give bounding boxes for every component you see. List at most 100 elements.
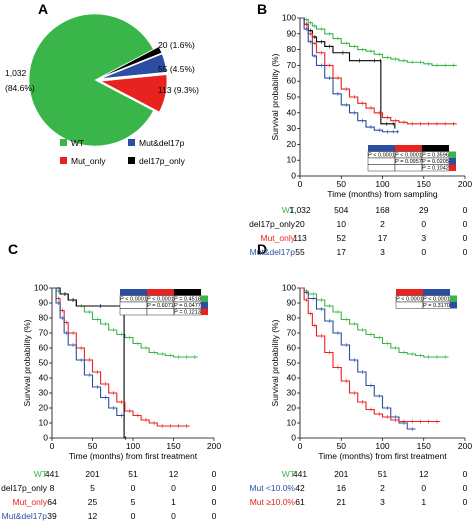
legend-label-mut-only: Mut_only <box>71 156 106 166</box>
legend-swatch-del17p-only <box>128 157 135 164</box>
y-tick-label: 10 <box>287 155 297 165</box>
risk-value-wt: 504 <box>334 205 348 215</box>
y-tick-label: 20 <box>287 139 297 149</box>
km-curve-del17p-only <box>52 287 127 439</box>
pmatrix-value: P = 0.1042 <box>422 166 449 172</box>
y-tick-label: 40 <box>39 373 49 383</box>
risk-value-mut-ge10-0: 3 <box>380 497 385 507</box>
risk-row-label-mut-lt10-0: Mut <10.0% <box>249 483 295 493</box>
x-tick-label: 200 <box>458 179 472 189</box>
pmatrix-side-wt <box>449 151 456 158</box>
risk-row-label-mut-only: Mut_only <box>13 497 48 507</box>
risk-value-mut-and-del17p: 0 <box>131 511 136 521</box>
x-tick-label: 100 <box>375 179 389 189</box>
legend-swatch-mut-and-del17p <box>128 139 135 146</box>
km-curve-mut-ge10-0 <box>300 287 441 423</box>
pmatrix-value: P = 0.6071 <box>147 303 174 309</box>
x-axis-title: Time (months) from first treatment <box>318 451 447 461</box>
risk-value-mut-and-del17p: 0 <box>421 247 426 257</box>
risk-value-mut-ge10-0: 61 <box>295 497 305 507</box>
risk-value-del17p-only: 8 <box>50 483 55 493</box>
pmatrix-value: P = 0.0477 <box>174 303 201 309</box>
pmatrix-value: P = 0.4518 <box>174 297 201 303</box>
risk-value-del17p-only: 0 <box>171 483 176 493</box>
legend-swatch-mut-only <box>60 157 67 164</box>
x-tick-label: 200 <box>207 441 221 451</box>
risk-row-label-mut-and-del17p: Mut&del17p <box>2 511 48 521</box>
risk-row-label-wt: WT <box>34 469 47 479</box>
legend-swatch-wt <box>60 139 67 146</box>
risk-value-wt: 1,032 <box>289 205 311 215</box>
risk-value-del17p-only: 10 <box>337 219 347 229</box>
pie-slice-mut-only <box>99 74 168 113</box>
y-axis-title: Survival probability (%) <box>270 53 280 140</box>
pmatrix-cell <box>367 157 396 165</box>
pmatrix-value: P = 0.1213 <box>174 310 201 316</box>
y-tick-label: 100 <box>34 283 48 293</box>
km-curve-wt <box>300 17 457 66</box>
y-tick-label: 10 <box>287 418 297 428</box>
y-tick-label: 90 <box>39 298 49 308</box>
risk-value-mut-lt10-0: 2 <box>380 483 385 493</box>
pmatrix-value: P = 0.3596 <box>422 153 449 159</box>
pmatrix-value: P = 0.0957 <box>395 159 422 165</box>
risk-value-mut-only: 3 <box>421 233 426 243</box>
risk-value-wt: 0 <box>212 469 217 479</box>
risk-value-wt: 51 <box>128 469 138 479</box>
risk-value-mut-lt10-0: 0 <box>421 483 426 493</box>
risk-value-wt: 12 <box>169 469 179 479</box>
km-curve-del17p-only <box>300 17 396 129</box>
pmatrix-side-mut-only <box>201 308 208 315</box>
risk-value-mut-only: 113 <box>293 233 307 243</box>
risk-value-mut-and-del17p: 0 <box>212 511 217 521</box>
pmatrix-side-wt <box>201 295 208 302</box>
pmatrix-side-wt <box>450 295 457 302</box>
pmatrix-side-mut-only <box>449 164 456 171</box>
y-tick-label: 30 <box>39 388 49 398</box>
y-tick-label: 50 <box>287 358 297 368</box>
risk-value-mut-only: 0 <box>463 233 468 243</box>
pmatrix-side-mut-and-del17p <box>449 158 456 165</box>
panel-letter-d: D <box>257 241 267 257</box>
pmatrix-cell <box>146 308 175 316</box>
pmatrix-header-mut-and-del17p <box>368 145 395 152</box>
pie-label-del17p-only: 20 (1.6%) <box>158 40 195 50</box>
risk-value-mut-only: 17 <box>378 233 388 243</box>
y-tick-label: 80 <box>287 313 297 323</box>
risk-row-label-mut-ge10-0: Mut ≥10.0% <box>250 497 296 507</box>
risk-row-label-del17p-only: del17p_only <box>1 483 48 493</box>
legend-label-wt: WT <box>71 138 84 148</box>
risk-value-wt: 0 <box>463 205 468 215</box>
x-tick-label: 50 <box>337 179 347 189</box>
pmatrix-cell <box>367 164 396 172</box>
x-tick-label: 100 <box>375 441 389 451</box>
legend-label-mut-and-del17p: Mut&del17p <box>139 138 185 148</box>
risk-value-wt: 51 <box>378 469 388 479</box>
risk-value-del17p-only: 0 <box>131 483 136 493</box>
risk-value-mut-and-del17p: 39 <box>47 511 57 521</box>
x-tick-label: 50 <box>337 441 347 451</box>
x-tick-label: 150 <box>417 179 431 189</box>
legend-label-del17p-only: del17p_only <box>139 156 186 166</box>
y-tick-label: 40 <box>287 107 297 117</box>
y-tick-label: 70 <box>287 60 297 70</box>
risk-value-mut-and-del17p: 0 <box>171 511 176 521</box>
pie-slice-mut-and-del17p <box>100 53 167 79</box>
risk-value-mut-lt10-0: 42 <box>295 483 305 493</box>
pmatrix-header-del17p-only <box>174 289 201 296</box>
pie-legend: WT Mut&del17p Mut_only del17p_only <box>60 138 186 166</box>
y-tick-label: 30 <box>287 123 297 133</box>
panel-letter-a: A <box>38 1 48 17</box>
risk-value-mut-ge10-0: 1 <box>421 497 426 507</box>
pie-label-wt-pct: (84.6%) <box>5 83 35 93</box>
risk-value-wt: 12 <box>419 469 429 479</box>
km-curve-mut-and-del17p <box>300 17 399 133</box>
pie-slice-del17p-only <box>100 46 163 78</box>
risk-value-mut-and-del17p: 17 <box>337 247 347 257</box>
y-tick-label: 80 <box>287 44 297 54</box>
y-tick-label: 70 <box>287 328 297 338</box>
risk-value-mut-ge10-0: 0 <box>463 497 468 507</box>
risk-value-wt: 201 <box>85 469 99 479</box>
risk-value-mut-lt10-0: 16 <box>337 483 347 493</box>
